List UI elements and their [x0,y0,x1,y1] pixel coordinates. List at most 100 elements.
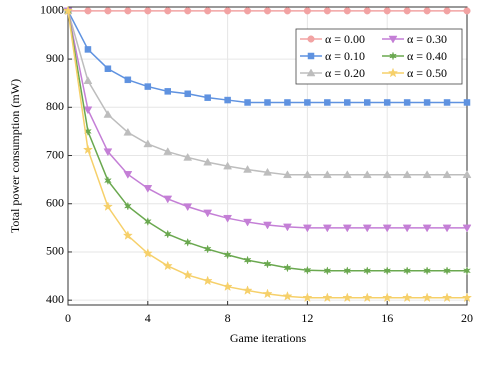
legend-marker [307,35,315,43]
point [463,7,471,15]
point [323,7,331,15]
x-tick-label: 8 [225,311,231,325]
point [443,266,452,276]
point [182,269,193,280]
point [283,170,292,179]
series [64,7,471,15]
point [382,170,392,179]
point [441,292,453,303]
point [84,46,92,53]
point [103,148,113,157]
point [183,203,193,212]
point [362,170,372,179]
point [162,260,173,271]
point [242,285,253,295]
point [104,65,112,72]
point [262,288,273,299]
point [143,139,153,148]
point [423,7,431,15]
point [463,266,471,276]
point [382,292,393,303]
point [203,244,212,254]
point [303,7,311,15]
legend-label: α = 0.50 [407,66,447,80]
point [403,266,412,276]
point [104,7,112,15]
point [284,99,291,106]
point [322,292,333,303]
point [83,106,93,115]
point [183,152,193,161]
point [423,266,432,276]
point [143,185,153,193]
point [103,110,113,118]
point [303,265,312,275]
legend: α = 0.00 α = 0.10 α = 0.20 α = 0.30 α = 0.40… [295,28,463,85]
point [123,201,132,211]
point [122,230,133,240]
point [124,76,132,84]
point [203,209,213,218]
point [342,224,352,233]
point [163,229,172,239]
point [82,144,94,155]
y-tick-label: 1000 [40,3,64,17]
point [283,7,292,15]
point [403,99,411,106]
point [123,171,133,179]
point [84,7,92,15]
point [183,237,192,247]
legend-marker [387,67,399,78]
y-tick-label: 400 [46,292,64,306]
x-tick-label: 0 [65,311,71,325]
legend-marker [306,68,316,77]
point [163,147,173,155]
point [202,275,213,286]
point [263,167,272,176]
point [223,214,233,223]
point [343,7,351,15]
point [204,7,212,15]
point [343,266,352,276]
point [264,99,271,106]
x-tick-label: 16 [381,311,393,325]
x-tick-label: 4 [145,311,151,325]
point [363,266,372,276]
point [382,224,392,233]
point [223,250,232,260]
point [304,99,311,106]
point [322,170,332,179]
point [442,170,452,179]
point [243,164,252,173]
point [383,7,391,15]
point [362,224,372,233]
legend-label: α = 0.30 [407,32,447,46]
legend-label: α = 0.40 [407,49,447,63]
point [62,5,74,16]
legend-marker [388,35,398,44]
point [184,90,191,98]
y-tick-label: 900 [46,51,64,65]
point [442,224,452,233]
legend-label: α = 0.00 [325,32,365,46]
point [462,170,472,179]
legend-marker [307,52,315,60]
point [142,248,153,258]
point [164,88,171,95]
point [263,259,272,269]
point [283,223,292,232]
point [302,224,312,233]
point [342,292,353,303]
y-tick-label: 800 [46,99,64,113]
x-tick-label: 20 [461,311,473,325]
point [402,170,412,179]
point [282,290,293,301]
point [324,99,331,106]
point [224,96,231,104]
y-tick-label: 600 [46,195,64,209]
point [204,94,211,101]
point [243,218,252,227]
point [462,224,472,233]
point [342,170,352,179]
